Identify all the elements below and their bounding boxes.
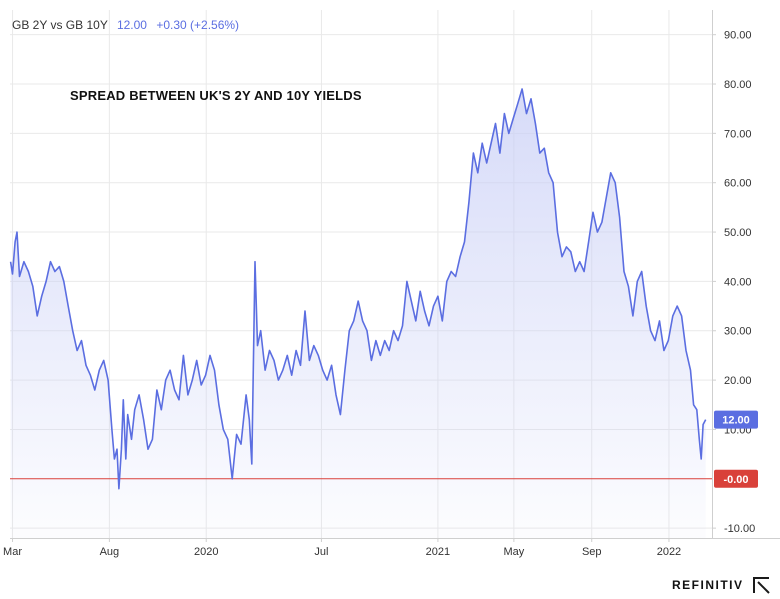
y-tick-label: 40.00 bbox=[724, 276, 752, 288]
y-tick-label: 50.00 bbox=[724, 227, 752, 239]
chart-title: SPREAD BETWEEN UK'S 2Y AND 10Y YIELDS bbox=[70, 88, 362, 103]
legend: GB 2Y vs GB 10Y 12.00 +0.30 (+2.56%) bbox=[12, 18, 239, 32]
x-tick-label: Jul bbox=[314, 546, 328, 558]
x-tick-label: 2021 bbox=[426, 546, 450, 558]
legend-symbol: GB 2Y vs GB 10Y bbox=[12, 18, 108, 32]
zero-value-badge: -0.00 bbox=[714, 469, 758, 488]
x-tick-label: Aug bbox=[100, 546, 120, 558]
refinitiv-arrow-icon bbox=[752, 577, 770, 594]
y-tick-label: -10.00 bbox=[724, 523, 755, 535]
x-tick-label: Sep bbox=[582, 546, 602, 558]
legend-last-value: 12.00 bbox=[116, 18, 147, 32]
last-value-badge: 12.00 bbox=[714, 410, 758, 429]
axis-badges: 12.00 -0.00 bbox=[714, 410, 758, 488]
y-tick-label: 80.00 bbox=[724, 79, 752, 91]
x-axis: Mar Aug 2020 Jul 2021 May Sep 2022 bbox=[3, 538, 681, 558]
x-tick-label: Mar bbox=[3, 546, 22, 558]
zero-value-badge-text: -0.00 bbox=[723, 474, 748, 486]
x-tick-label: 2020 bbox=[194, 546, 218, 558]
y-axis: 90.00 80.00 70.00 60.00 50.00 40.00 30.00 20.00… bbox=[712, 30, 755, 535]
series-area bbox=[10, 89, 706, 538]
x-tick-label: May bbox=[503, 546, 524, 558]
y-tick-label: 60.00 bbox=[724, 178, 752, 190]
y-tick-label: 70.00 bbox=[724, 128, 752, 140]
brand-name: REFINITIV bbox=[672, 578, 744, 592]
series-line bbox=[9, 88, 707, 490]
last-value-badge-text: 12.00 bbox=[722, 415, 750, 427]
y-tick-label: 90.00 bbox=[724, 30, 752, 42]
x-tick-label: 2022 bbox=[657, 546, 681, 558]
y-tick-label: 20.00 bbox=[724, 375, 752, 387]
legend-change: +0.30 (+2.56%) bbox=[156, 18, 240, 32]
y-tick-label: 30.00 bbox=[724, 326, 752, 338]
brand-logo: REFINITIV bbox=[672, 576, 772, 594]
